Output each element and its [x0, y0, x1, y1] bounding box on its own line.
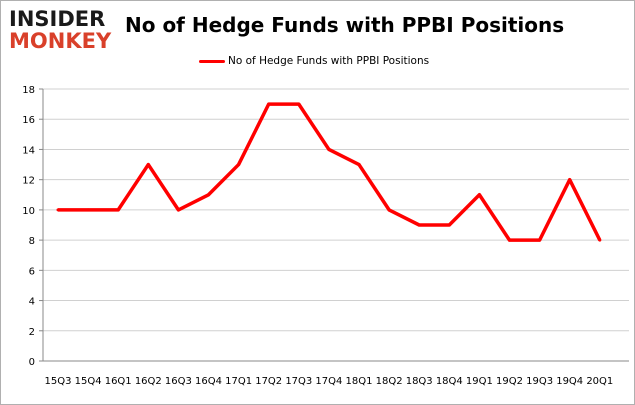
- x-tick-label: 17Q1: [225, 376, 252, 387]
- y-tick-label: 12: [22, 176, 35, 187]
- x-tick-label: 18Q1: [346, 376, 373, 387]
- data-point: [207, 193, 210, 197]
- data-point: [56, 208, 60, 212]
- data-point: [538, 238, 542, 242]
- y-tick-label: 16: [22, 115, 35, 126]
- x-tick-label: 16Q4: [195, 376, 222, 387]
- x-tick-label: 17Q2: [255, 376, 282, 387]
- data-point: [237, 163, 241, 167]
- x-tick-label: 17Q4: [315, 376, 342, 387]
- chart-title: No of Hedge Funds with PPBI Positions: [125, 13, 565, 37]
- data-point: [477, 193, 481, 197]
- data-point: [146, 163, 150, 167]
- legend-label: No of Hedge Funds with PPBI Positions: [228, 55, 430, 67]
- x-tick-label: 16Q1: [105, 376, 132, 387]
- data-point: [508, 238, 511, 242]
- x-tick-label: 17Q3: [285, 376, 312, 387]
- series-line: [58, 102, 602, 242]
- data-point: [357, 163, 361, 167]
- data-point: [447, 223, 451, 227]
- x-tick-label: 18Q2: [376, 376, 403, 387]
- data-point: [116, 208, 120, 212]
- data-point: [598, 238, 602, 242]
- data-point: [417, 223, 421, 227]
- x-tick-label: 19Q1: [466, 376, 493, 387]
- x-tick-label: 15Q4: [75, 376, 102, 387]
- x-tick-label: 15Q3: [45, 376, 72, 387]
- x-tick-label: 19Q2: [496, 376, 523, 387]
- insider-monkey-logo: INSIDER MONKEY: [9, 7, 119, 55]
- logo-line1: INSIDER: [9, 7, 106, 31]
- y-tick-label: 6: [29, 266, 35, 277]
- y-tick-label: 10: [22, 206, 35, 217]
- x-tick-label: 19Q3: [526, 376, 553, 387]
- y-tick-label: 18: [22, 85, 35, 96]
- y-tick-label: 2: [29, 327, 35, 338]
- x-tick-label: 16Q3: [165, 376, 192, 387]
- y-tick-label: 14: [22, 145, 35, 156]
- y-tick-label: 0: [29, 357, 35, 368]
- data-point: [176, 208, 180, 212]
- x-tick-label: 18Q3: [406, 376, 433, 387]
- data-point: [86, 208, 90, 212]
- x-tick-label: 18Q4: [436, 376, 463, 387]
- data-point: [387, 208, 391, 212]
- x-tick-label: 20Q1: [586, 376, 613, 387]
- data-point: [568, 178, 572, 182]
- legend-swatch: [199, 59, 225, 63]
- data-point: [297, 102, 301, 106]
- x-tick-label: 19Q4: [556, 376, 583, 387]
- x-tick-label: 16Q2: [135, 376, 162, 387]
- legend: No of Hedge Funds with PPBI Positions: [199, 55, 429, 67]
- logo-line2: MONKEY: [9, 29, 112, 53]
- data-point: [267, 102, 271, 106]
- data-point: [327, 147, 331, 151]
- y-tick-label: 8: [29, 236, 35, 247]
- y-tick-label: 4: [29, 297, 35, 308]
